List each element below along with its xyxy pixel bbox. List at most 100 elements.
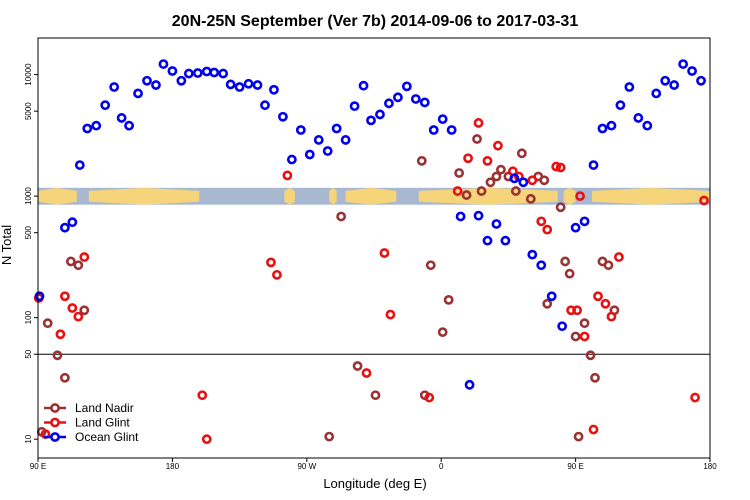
ocean-glint-point [401,81,412,92]
ocean-glint-point [579,216,590,227]
ocean-glint-point [375,109,385,120]
ocean-glint-point [133,88,143,99]
ocean-glint-point [428,125,439,135]
land-glint-point [699,195,709,206]
ocean-glint-point [286,154,297,165]
land-glint-point [67,303,78,313]
chart-title: 20N-25N September (Ver 7b) 2014-09-06 to… [172,13,579,30]
ocean-glint-point [597,123,608,134]
ocean-glint-point [269,84,279,95]
ocean-glint-point [201,66,212,77]
map-land-6 [563,187,576,205]
ocean-glint-point [74,160,85,170]
ocean-glint-point [437,114,448,125]
ocean-glint-point [252,80,263,90]
land-nadir-point [65,256,76,267]
land-glint-point [424,392,435,403]
legend-label-land-nadir: Land Nadir [75,401,134,415]
ocean-glint-point [500,235,511,246]
land-nadir-point [525,193,536,204]
y-tick-label: 500 [24,225,33,239]
land-nadir-point [579,318,590,329]
land-glint-point [527,175,538,186]
ocean-glint-point [491,219,502,229]
land-nadir-point [59,372,70,383]
ocean-glint-point [234,82,245,92]
ocean-glint-point [615,100,626,111]
ocean-glint-point [151,80,161,90]
land-nadir-point [560,256,571,267]
ocean-glint-point [109,82,120,92]
ocean-glint-point [687,66,697,76]
ocean-glint-point [669,80,680,90]
plot-frame [37,37,711,459]
ocean-glint-point [82,123,93,134]
ocean-glint-point [606,120,617,131]
ocean-glint-point [183,68,194,79]
land-nadir-point [370,390,381,401]
ocean-glint-point [419,97,430,108]
ocean-glint-point [304,149,315,160]
land-glint-point [575,191,585,202]
land-glint-point [73,311,84,322]
map-band [38,187,710,205]
land-nadir-point [555,202,566,213]
x-tick-label: 0 [439,462,444,471]
ocean-glint-point [192,68,203,78]
ocean-glint-point [557,321,568,332]
land-nadir-point [496,164,506,175]
land-nadir-point [542,298,553,309]
ocean-glint-point [366,115,376,126]
map-land-2 [284,187,295,205]
y-axis: 10 50 100 500 1000 5000 10000 [24,63,38,444]
land-nadir-point [443,294,454,305]
ocean-glint-point [651,88,662,99]
land-glint-point [551,161,562,172]
ocean-glint-point [570,222,581,233]
land-glint-point [600,298,611,309]
ocean-glint-point [518,177,529,188]
ocean-glint-point [473,210,484,221]
land-nadir-point [416,155,427,166]
x-axis-title: Longitude (deg E) [323,476,426,491]
ocean-glint-point [509,173,520,184]
ocean-glint-point [358,80,369,91]
land-nadir-point [472,134,482,144]
ocean-glint-point [167,66,178,76]
land-glint-point [452,186,463,196]
ocean-glint-point [243,78,254,89]
land-nadir-point [491,171,502,182]
land-glint-point [282,170,293,181]
ocean-glint-point [678,59,689,69]
map-land-5 [418,187,558,205]
ocean-glint-point [67,217,78,228]
land-nadir-point [42,318,53,329]
land-glint-point [59,291,70,302]
land-nadir-point [564,268,575,279]
land-nadir-point [476,186,487,196]
map-land-4 [345,187,397,205]
land-nadir-point [539,175,550,186]
land-nadir-point [73,260,84,271]
land-nadir-point [485,177,496,188]
x-tick-label: 90 W [297,462,316,471]
ocean-glint-point [59,222,70,233]
ocean-glint-point [660,75,671,86]
y-tick-label: 1000 [24,187,33,205]
legend-marker-land-nadir [50,403,60,413]
land-nadir-point [590,372,600,383]
y-tick-label: 10 [24,434,33,443]
ocean-glint-point [313,135,324,145]
ocean-glint-point [331,123,342,134]
map-land-3 [329,187,337,205]
ocean-glint-point [322,146,333,156]
land-glint-point [473,118,484,128]
ocean-glint-point [536,260,547,271]
land-nadir-point [437,327,448,338]
land-nadir-point [425,260,436,271]
ocean-glint-point [116,113,127,123]
land-glint-point [572,305,582,316]
ocean-glint-point [482,235,493,246]
